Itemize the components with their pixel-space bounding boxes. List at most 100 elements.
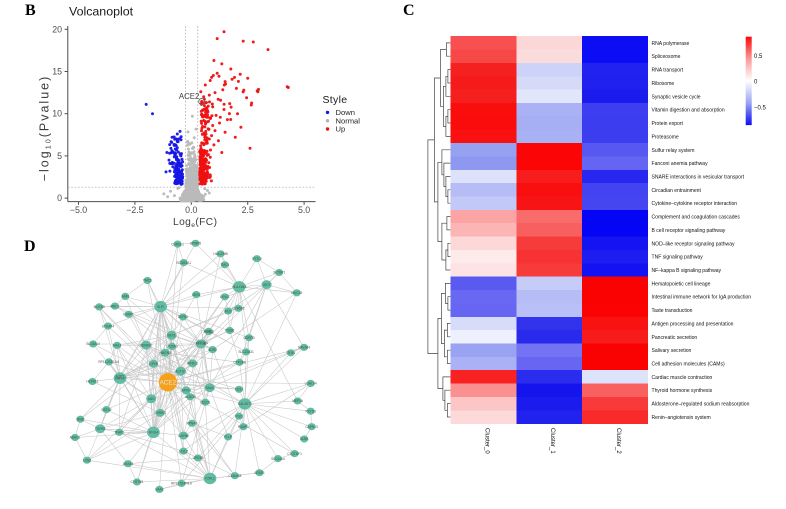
svg-text:5: 5 bbox=[57, 151, 62, 161]
svg-text:Vitamin digestion and absorpti: Vitamin digestion and absorption bbox=[652, 108, 725, 114]
svg-text:IGF2: IGF2 bbox=[263, 283, 270, 287]
svg-text:PGC: PGC bbox=[236, 414, 244, 418]
svg-text:NF–kappa B signaling pathway: NF–kappa B signaling pathway bbox=[652, 268, 722, 274]
svg-text:Protein export: Protein export bbox=[652, 121, 684, 127]
svg-text:Cluster_2: Cluster_2 bbox=[615, 428, 621, 454]
svg-text:WFDC2: WFDC2 bbox=[187, 362, 199, 366]
svg-text:Aldosterone–regulated sodium r: Aldosterone–regulated sodium reabsorptio… bbox=[652, 402, 750, 408]
svg-text:Intestinal immune network for: Intestinal immune network for IgA produc… bbox=[652, 295, 752, 301]
svg-text:C1QTNF1: C1QTNF1 bbox=[287, 452, 302, 456]
svg-text:SCGB3A1: SCGB3A1 bbox=[176, 261, 191, 265]
svg-text:SLPI: SLPI bbox=[157, 305, 164, 309]
svg-text:HLA-DMA: HLA-DMA bbox=[232, 285, 247, 289]
svg-text:RNA polymerase: RNA polymerase bbox=[652, 41, 690, 47]
svg-text:Cluster_1: Cluster_1 bbox=[549, 428, 555, 454]
svg-text:AMN: AMN bbox=[122, 295, 130, 299]
svg-text:OSTA2: OSTA2 bbox=[101, 408, 111, 412]
svg-text:LYZL2: LYZL2 bbox=[179, 449, 188, 453]
svg-text:CYSTM1: CYSTM1 bbox=[131, 480, 144, 484]
svg-text:Sulfur relay system: Sulfur relay system bbox=[652, 148, 695, 154]
svg-text:HLA-DMB: HLA-DMB bbox=[213, 252, 227, 256]
svg-text:AGR2: AGR2 bbox=[208, 348, 217, 352]
svg-text:BDKRB2: BDKRB2 bbox=[140, 343, 153, 347]
svg-text:ESRRG: ESRRG bbox=[155, 411, 167, 415]
svg-text:CAPN8: CAPN8 bbox=[178, 434, 189, 438]
svg-text:ANPEP: ANPEP bbox=[115, 376, 126, 380]
svg-text:Ribosome: Ribosome bbox=[652, 81, 675, 87]
svg-text:MUC5B: MUC5B bbox=[94, 305, 105, 309]
svg-text:20: 20 bbox=[52, 24, 62, 34]
svg-text:Up: Up bbox=[336, 125, 346, 134]
svg-text:ANG: ANG bbox=[148, 397, 155, 401]
svg-text:CAPN13: CAPN13 bbox=[305, 425, 318, 429]
svg-text:SAA2: SAA2 bbox=[155, 488, 163, 492]
svg-text:FXYD3: FXYD3 bbox=[306, 409, 317, 413]
svg-text:ALDOB: ALDOB bbox=[185, 395, 196, 399]
svg-text:Taste transduction: Taste transduction bbox=[652, 308, 693, 314]
svg-text:−2.5: −2.5 bbox=[126, 205, 143, 215]
svg-text:TFAP2: TFAP2 bbox=[114, 431, 124, 435]
svg-text:Renin–angiotensin system: Renin–angiotensin system bbox=[652, 415, 711, 421]
svg-text:Spliceosome: Spliceosome bbox=[652, 54, 681, 60]
svg-text:B cell receptor signaling path: B cell receptor signaling pathway bbox=[652, 228, 726, 234]
svg-text:MRC1: MRC1 bbox=[110, 304, 119, 308]
svg-text:Complement and coagulation cas: Complement and coagulation cascades bbox=[652, 215, 741, 221]
svg-text:LYZ6A3: LYZ6A3 bbox=[166, 345, 178, 349]
svg-text:Antigen processing and present: Antigen processing and presentation bbox=[652, 321, 734, 327]
svg-text:IFI27: IFI27 bbox=[225, 309, 232, 313]
svg-text:Circadian entrainment: Circadian entrainment bbox=[652, 188, 702, 194]
svg-text:Cytokine–cytokine receptor int: Cytokine–cytokine receptor interaction bbox=[652, 201, 738, 207]
svg-text:Style: Style bbox=[323, 94, 348, 106]
svg-text:2.5: 2.5 bbox=[242, 205, 254, 215]
svg-text:CHRDL1: CHRDL1 bbox=[171, 242, 184, 246]
svg-text:ACE2: ACE2 bbox=[179, 92, 199, 101]
svg-text:−5.0: −5.0 bbox=[70, 205, 87, 215]
svg-text:HEPHL1: HEPHL1 bbox=[86, 380, 99, 384]
svg-text:Proteasome: Proteasome bbox=[652, 134, 679, 140]
svg-text:0.5: 0.5 bbox=[754, 54, 763, 60]
svg-text:SLC6A14: SLC6A14 bbox=[86, 342, 100, 346]
svg-text:KPNA7: KPNA7 bbox=[187, 422, 198, 426]
svg-text:10: 10 bbox=[52, 109, 62, 119]
svg-text:FOS2: FOS2 bbox=[204, 330, 213, 334]
svg-text:0: 0 bbox=[57, 193, 62, 203]
svg-text:BLNK: BLNK bbox=[300, 437, 309, 441]
svg-text:ANXA4: ANXA4 bbox=[123, 462, 134, 466]
svg-text:SNARE interactions in vesicula: SNARE interactions in vesicular transpor… bbox=[652, 175, 745, 181]
svg-text:TMC5: TMC5 bbox=[143, 279, 152, 283]
svg-text:0: 0 bbox=[754, 80, 758, 86]
svg-text:NOD–like receptor signaling pa: NOD–like receptor signaling pathway bbox=[652, 241, 736, 247]
svg-text:ESRP1: ESRP1 bbox=[123, 313, 134, 317]
svg-text:RP11-20D14.6: RP11-20D14.6 bbox=[98, 360, 119, 364]
svg-text:Volcanoplot: Volcanoplot bbox=[69, 4, 134, 18]
svg-text:LCN2: LCN2 bbox=[83, 458, 91, 462]
svg-text:LGALS4: LGALS4 bbox=[305, 382, 317, 386]
svg-text:Salivary secretion: Salivary secretion bbox=[652, 348, 692, 354]
svg-text:PLLP: PLLP bbox=[224, 435, 232, 439]
svg-text:5.0: 5.0 bbox=[298, 205, 310, 215]
svg-text:TNF signaling pathway: TNF signaling pathway bbox=[652, 255, 704, 261]
svg-text:AQP5: AQP5 bbox=[116, 375, 125, 379]
svg-text:−log10(Pvalue): −log10(Pvalue) bbox=[38, 75, 53, 182]
svg-text:IFNG4: IFNG4 bbox=[149, 431, 159, 435]
svg-text:ITGB6: ITGB6 bbox=[225, 329, 234, 333]
svg-text:TMC4: TMC4 bbox=[220, 263, 229, 267]
svg-text:GAL3ST1: GAL3ST1 bbox=[238, 402, 252, 406]
svg-text:ITLN1: ITLN1 bbox=[286, 351, 295, 355]
svg-text:CYP2B6: CYP2B6 bbox=[233, 361, 245, 365]
svg-text:Loge(FC): Loge(FC) bbox=[173, 217, 217, 229]
svg-text:SETBP1: SETBP1 bbox=[273, 271, 285, 275]
svg-text:CYB5R2: CYB5R2 bbox=[232, 307, 245, 311]
svg-text:UPK3B: UPK3B bbox=[193, 456, 203, 460]
svg-text:ABHD1: ABHD1 bbox=[70, 436, 81, 440]
svg-text:Hematopoietic cell lineage: Hematopoietic cell lineage bbox=[652, 281, 711, 287]
svg-text:ACTG2: ACTG2 bbox=[175, 370, 186, 374]
svg-text:F2RL1: F2RL1 bbox=[205, 477, 215, 481]
svg-text:Cardiac muscle contraction: Cardiac muscle contraction bbox=[652, 375, 713, 381]
svg-text:Fanconi anemia pathway: Fanconi anemia pathway bbox=[652, 161, 709, 167]
svg-text:MEP1A: MEP1A bbox=[292, 399, 304, 403]
svg-text:SLC22A31: SLC22A31 bbox=[238, 350, 254, 354]
svg-text:Thyroid hormone synthesis: Thyroid hormone synthesis bbox=[652, 388, 713, 394]
svg-text:RP11-514P8.6: RP11-514P8.6 bbox=[171, 482, 192, 486]
svg-text:MUC13: MUC13 bbox=[291, 291, 302, 295]
